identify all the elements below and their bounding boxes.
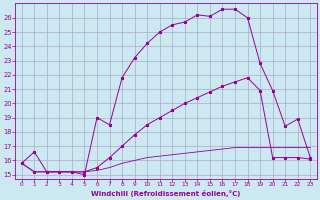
X-axis label: Windchill (Refroidissement éolien,°C): Windchill (Refroidissement éolien,°C) (91, 190, 241, 197)
